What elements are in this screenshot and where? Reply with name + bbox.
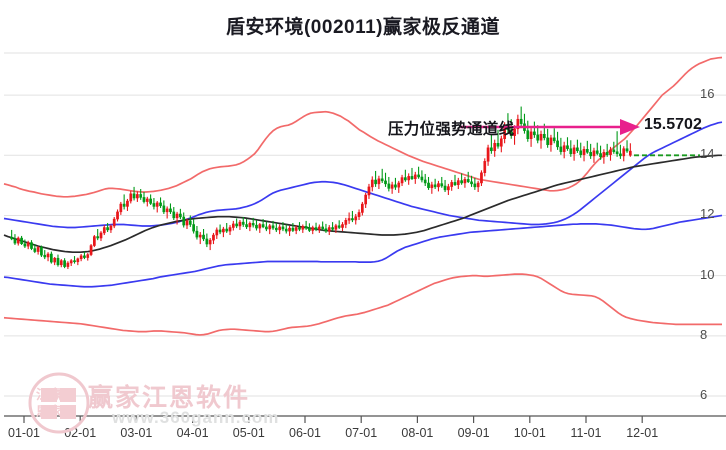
- x-tick-label: 08-01: [401, 426, 434, 440]
- y-tick-label: 8: [700, 326, 708, 342]
- y-tick-label: 12: [700, 206, 715, 222]
- candlestick-series: [10, 106, 632, 270]
- annotation-value: 15.5702: [644, 116, 702, 133]
- x-tick-label: 12-01: [626, 426, 659, 440]
- y-tick-label: 10: [700, 266, 715, 282]
- x-tick-label: 06-01: [289, 426, 321, 440]
- x-tick-label: 11-01: [570, 426, 602, 440]
- x-axis: [4, 415, 726, 423]
- x-tick-label: 05-01: [232, 426, 265, 440]
- y-tick-label: 6: [700, 387, 708, 402]
- x-tick-label: 10-01: [513, 426, 546, 440]
- x-tick-label: 02-01: [64, 426, 97, 440]
- x-tick-label: 04-01: [176, 426, 209, 440]
- grid-lines: [4, 52, 726, 397]
- x-tick-label: 07-01: [345, 426, 378, 440]
- x-tick-label: 01-01: [8, 426, 40, 440]
- page-title: 盾安环境(002011)赢家极反通道: [225, 17, 500, 38]
- y-tick-label: 14: [700, 146, 715, 162]
- x-tick-label: 03-01: [120, 426, 153, 440]
- x-tick-label: 09-01: [457, 426, 490, 440]
- y-tick-label: 16: [700, 86, 715, 102]
- resistance-annotation-arrow: [460, 119, 640, 135]
- channel-lines: [3, 56, 723, 336]
- annotation-label: 压力位强势通道线: [388, 121, 515, 138]
